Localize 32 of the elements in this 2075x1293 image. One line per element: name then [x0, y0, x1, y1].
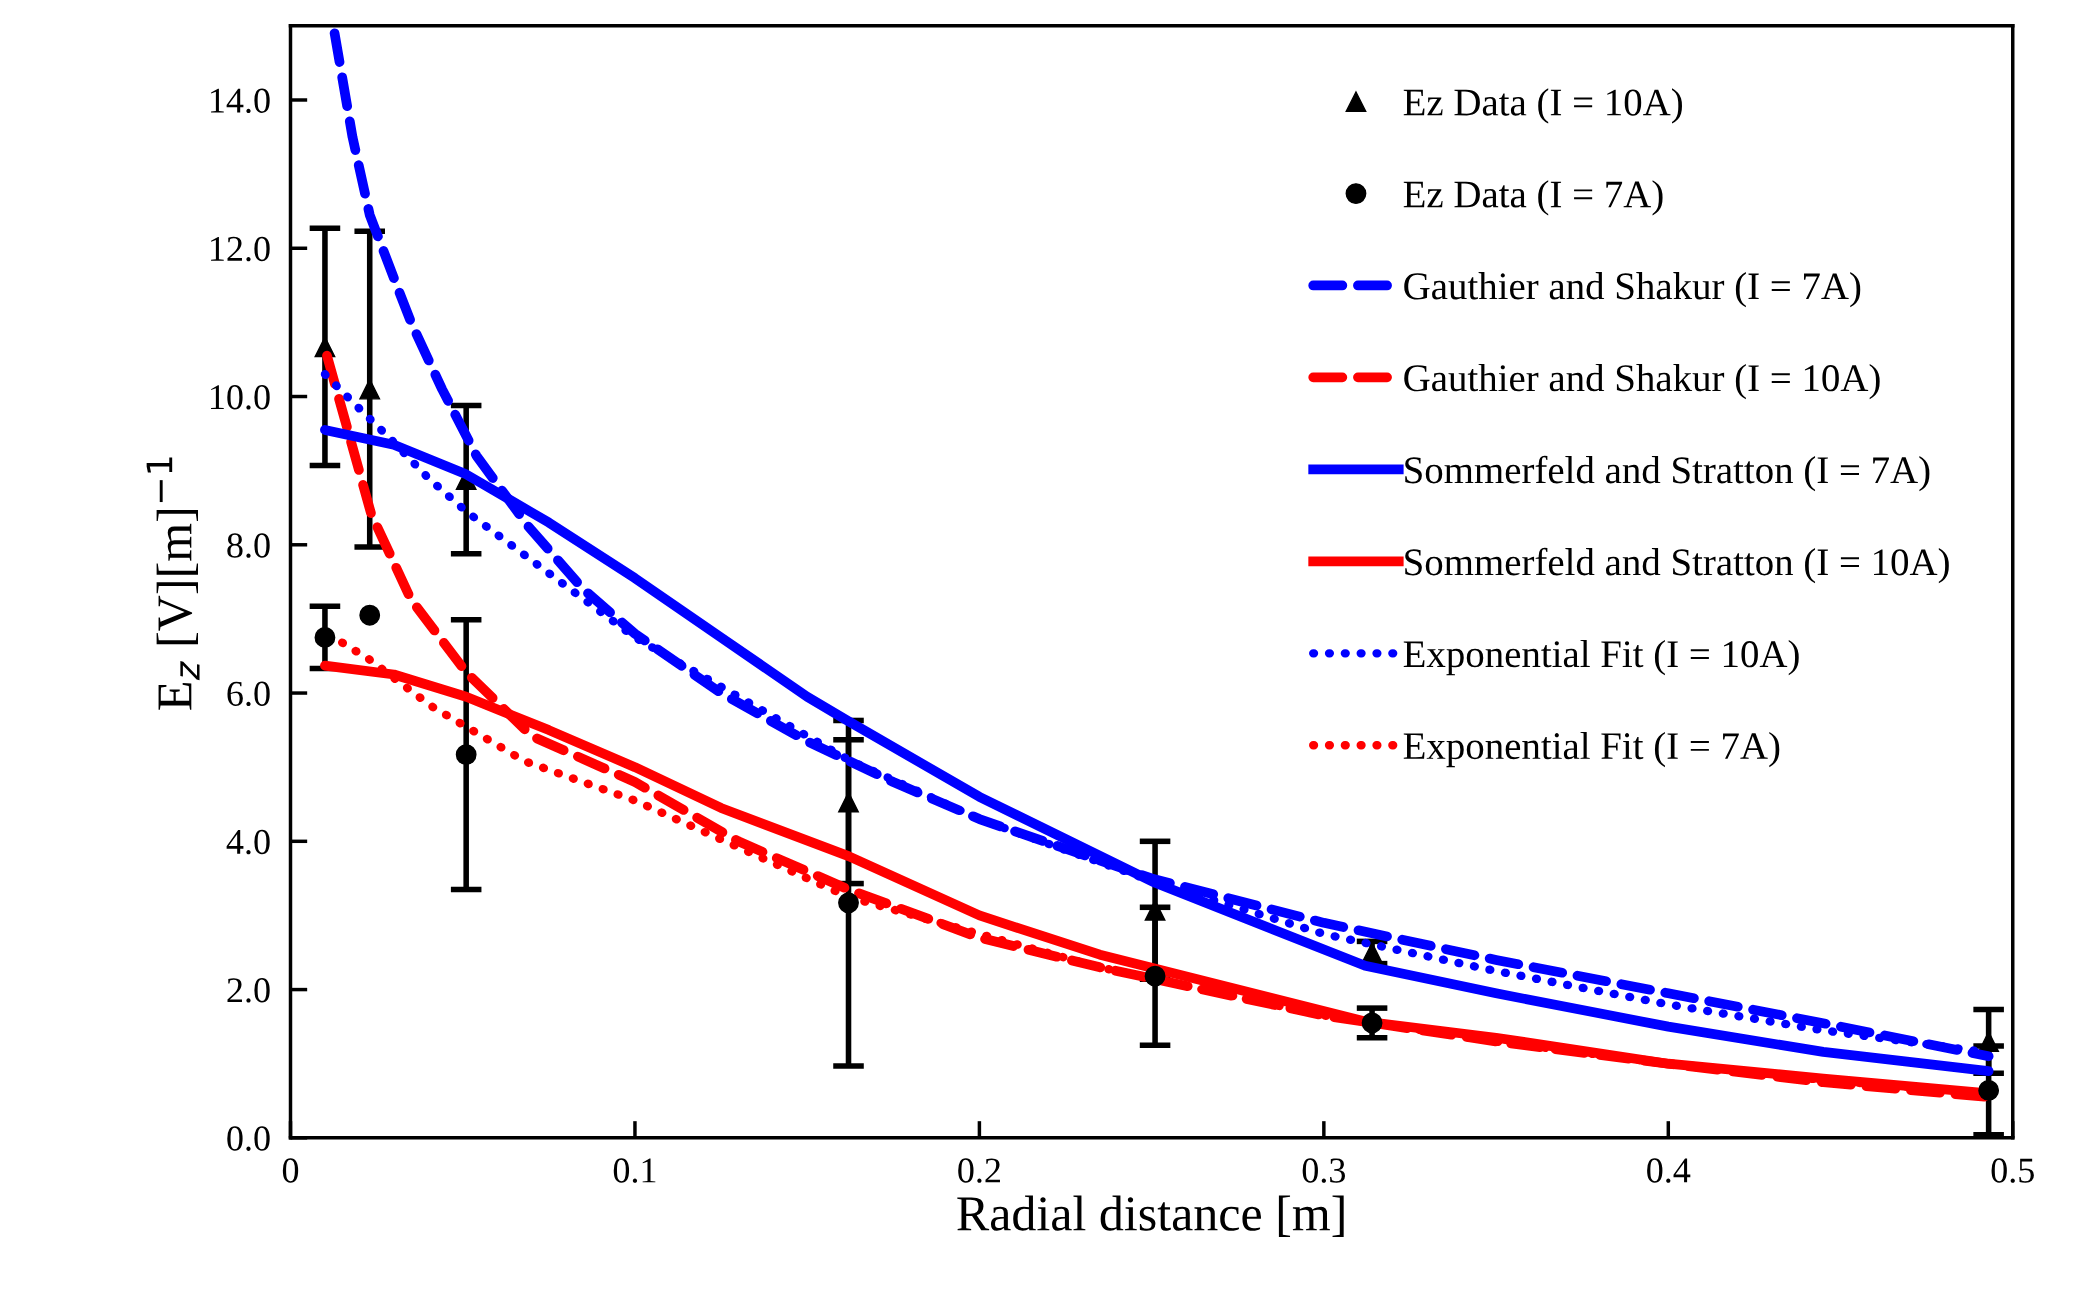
legend-label: Sommerfeld and Stratton (I = 7A): [1405, 455, 1930, 492]
x-tick-label: 0.4: [1647, 1158, 1691, 1183]
legend-label: Gauthier and Shakur (I = 7A): [1404, 272, 1861, 308]
x-tick-label: 0.1: [613, 1158, 656, 1183]
point: [314, 627, 336, 648]
point: [1978, 1079, 2000, 1101]
point: [838, 892, 859, 914]
y-tick-label: 12.0: [211, 236, 270, 262]
legend-label: Exponential Fit (I = 10A): [1403, 639, 1799, 676]
y-tick-label: 14.0: [211, 88, 270, 114]
point: [455, 744, 477, 765]
x-tick-label: 0.3: [1302, 1158, 1346, 1183]
legend-label: Ez Data (I = 10A): [1403, 88, 1682, 124]
x-tick-label: 0.5: [1991, 1158, 2034, 1183]
y-tick-label: 0.0: [227, 1126, 270, 1151]
y-tick-label: 10.0: [211, 385, 270, 410]
x-tick-label: 0.2: [958, 1158, 1000, 1183]
y-axis-title: E$_{z}$ [V][m]$^{−1}$: [146, 457, 200, 710]
point: [1361, 1012, 1383, 1034]
x-axis-title: Radial distance [m]: [957, 1195, 1344, 1237]
legend-label: Gauthier and Shakur (I = 10A): [1404, 364, 1880, 400]
y-tick-label: 2.0: [227, 978, 270, 1003]
x-tick-label: 0: [282, 1158, 299, 1183]
y-tick-label: 6.0: [227, 681, 270, 707]
point: [359, 604, 381, 626]
legend-label: Exponential Fit (I = 7A): [1403, 731, 1780, 768]
point: [1361, 942, 1383, 963]
y-tick-label: 4.0: [226, 829, 270, 855]
legend-label: Ez Data (I = 7A): [1403, 180, 1663, 216]
legend-label: Sommerfeld and Stratton (I = 10A): [1405, 547, 1949, 584]
y-tick-label: 8.0: [227, 533, 270, 558]
point: [1144, 965, 1166, 987]
